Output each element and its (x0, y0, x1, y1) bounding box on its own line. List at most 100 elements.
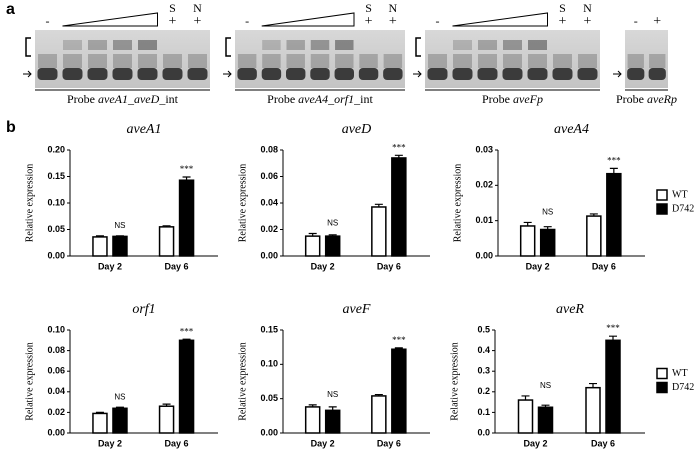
legend-swatch (656, 367, 668, 380)
error-bar (374, 203, 383, 207)
gel-caption: Probe aveRp (616, 92, 677, 106)
probe-gene: aveRp (647, 92, 677, 106)
gel-smear (63, 54, 82, 68)
y-tick-label: 0.10 (47, 324, 65, 334)
x-tick-label: Day 6 (165, 261, 189, 271)
y-tick-label: 0.01 (475, 215, 493, 225)
gel-smear (335, 54, 354, 68)
gel-caption: Probe aveA1_aveD_int (67, 92, 179, 106)
y-tick-label: 0.04 (260, 197, 278, 207)
y-tick-label: 0.00 (475, 250, 493, 260)
chart-title: aveR (556, 302, 584, 317)
bar (158, 405, 175, 434)
chart-title: aveA4 (554, 122, 589, 137)
gel-smear (286, 54, 305, 68)
y-tick-label: 0.03 (475, 144, 493, 154)
y-tick-label: 0.10 (260, 359, 278, 369)
x-tick-label: Day 6 (592, 261, 616, 271)
bar (391, 348, 407, 434)
y-axis-label: Relative expression (237, 164, 248, 243)
lane-label: - (245, 14, 249, 28)
gel-smear (453, 54, 472, 68)
error-bar (543, 226, 552, 230)
significance-label: NS (327, 219, 338, 228)
gel-smear (478, 54, 497, 68)
shifted-band (503, 40, 522, 50)
gel-smear (262, 54, 281, 68)
significance-label: *** (607, 155, 621, 165)
gel-band (502, 68, 523, 80)
gel-band (452, 68, 473, 80)
y-axis-label: Relative expression (24, 164, 35, 243)
bar (304, 235, 321, 257)
y-tick-label: 0.3 (477, 366, 490, 376)
gel-band (87, 68, 108, 80)
probe-suffix: _int (158, 92, 178, 106)
gel-smear (88, 54, 107, 68)
shifted-band (138, 40, 157, 50)
significance-label: NS (540, 381, 551, 390)
gel-band (527, 68, 548, 80)
shifted-band (286, 40, 305, 50)
shifted-band (113, 40, 132, 50)
error-bar (609, 335, 617, 341)
bar (324, 409, 341, 434)
legend-swatch (656, 203, 668, 215)
error-bar (589, 382, 597, 388)
x-tick-label: Day 2 (311, 261, 335, 271)
gel-band (627, 68, 645, 80)
probe-word: Probe (616, 92, 644, 106)
y-tick-label: 0.20 (47, 144, 65, 154)
error-bar (394, 154, 403, 158)
gel-smear (163, 54, 182, 68)
gel-band (162, 68, 183, 80)
error-bar (182, 176, 191, 181)
error-bar (115, 406, 124, 409)
titration-wedge (62, 12, 158, 27)
gel-band (187, 68, 208, 80)
y-tick-label: 0.02 (47, 407, 65, 417)
gel-smear (113, 54, 132, 68)
gel-band (310, 68, 330, 80)
bar (112, 407, 128, 434)
y-tick-label: 0.10 (47, 197, 65, 207)
probe-gene: aveFp (513, 92, 543, 106)
titration-wedge (452, 12, 548, 27)
y-axis-label: Relative expression (237, 342, 248, 421)
gel-smear (383, 54, 403, 68)
gel-band (62, 68, 83, 80)
free-probe-arrow (613, 70, 622, 78)
probe-gene: aveA1_aveD (98, 92, 160, 106)
shifted-band (262, 40, 281, 50)
y-tick-label: 0.15 (47, 171, 65, 181)
y-tick-label: 0.08 (47, 345, 65, 355)
gel-band (648, 68, 666, 80)
probe-gene: aveA4_orf1 (298, 92, 354, 106)
error-bar (374, 393, 383, 396)
competitor-sign: + (559, 14, 567, 29)
chart-title: aveF (343, 302, 371, 317)
error-bar (308, 232, 317, 237)
gel-smear (528, 54, 547, 68)
bar (92, 236, 108, 257)
bar (324, 235, 341, 257)
gel-smear (138, 54, 157, 68)
x-tick-label: Day 6 (377, 261, 401, 271)
gel-smear (578, 54, 597, 68)
error-bar (328, 406, 337, 411)
significance-label: *** (180, 164, 194, 174)
x-tick-label: Day 2 (523, 438, 547, 448)
y-tick-label: 0.2 (477, 386, 490, 396)
bar (606, 172, 622, 257)
gel-band (577, 68, 598, 80)
x-tick-label: Day 2 (311, 438, 335, 448)
x-tick-label: Day 6 (591, 438, 615, 448)
bar (517, 399, 534, 434)
error-bar (115, 235, 124, 237)
gel-band (261, 68, 282, 80)
error-bar (162, 225, 171, 227)
bar (304, 406, 321, 434)
significance-label: *** (392, 142, 406, 152)
legend-label: WT (672, 368, 688, 379)
